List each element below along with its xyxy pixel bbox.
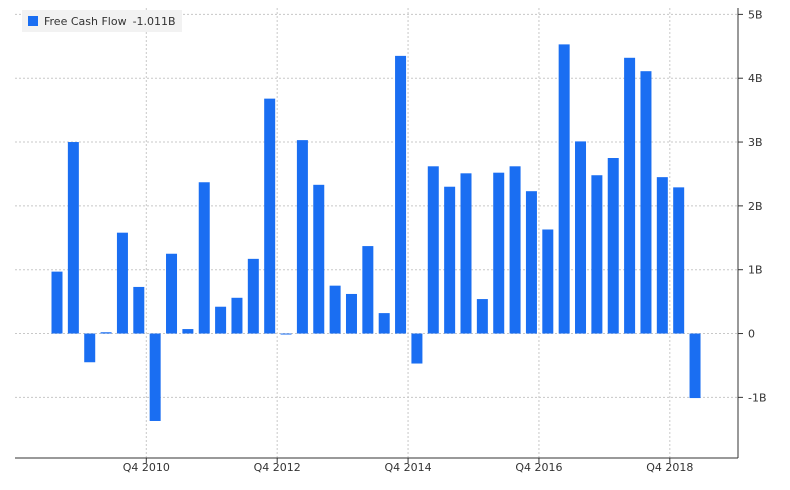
y-tick-label: 3B — [748, 136, 763, 149]
bar — [116, 232, 128, 334]
bar — [247, 258, 259, 334]
x-tick-label: Q4 2012 — [254, 461, 301, 474]
y-tick-label: 5B — [748, 8, 763, 21]
bar — [51, 271, 63, 334]
bar — [411, 333, 423, 364]
bar — [100, 332, 112, 334]
bar — [591, 175, 603, 334]
bars — [51, 44, 701, 421]
bar — [575, 141, 587, 334]
bar — [231, 297, 243, 334]
bar — [296, 140, 308, 334]
bar — [345, 293, 357, 334]
bar — [329, 285, 341, 334]
bar — [395, 55, 407, 334]
bar — [280, 333, 292, 335]
x-tick-label: Q4 2018 — [646, 461, 693, 474]
bar — [460, 173, 472, 334]
bar — [476, 299, 488, 334]
bar — [542, 229, 554, 334]
bar — [84, 333, 96, 363]
legend-series-value: -1.011B — [132, 14, 176, 28]
y-tick-label: 2B — [748, 200, 763, 213]
bar — [427, 166, 439, 334]
bar — [624, 57, 636, 334]
x-tick-label: Q4 2016 — [515, 461, 562, 474]
bar — [133, 286, 145, 334]
x-tick-label: Q4 2014 — [384, 461, 431, 474]
bar — [264, 98, 276, 334]
y-tick-label: 4B — [748, 72, 763, 85]
bar — [656, 177, 668, 334]
bar — [378, 313, 390, 334]
bar — [182, 329, 194, 334]
y-tick-label: 0 — [748, 328, 755, 341]
axes: -1B 0 1B 2B 3B 4B 5B Q4 2010 Q4 2012 Q4 2014 Q4 20… — [15, 8, 767, 474]
bar — [558, 44, 570, 334]
bar — [689, 333, 701, 399]
bar — [607, 158, 619, 334]
y-tick-label: -1B — [748, 391, 767, 404]
bar — [444, 186, 456, 334]
bar — [313, 184, 325, 334]
bar — [215, 306, 227, 334]
legend: Free Cash Flow -1.011B — [22, 10, 182, 32]
y-tick-label: 1B — [748, 264, 763, 277]
x-tick-label: Q4 2010 — [123, 461, 170, 474]
bar — [362, 246, 374, 334]
bar — [525, 191, 537, 334]
bar — [149, 333, 161, 421]
bar — [67, 142, 79, 334]
bar — [198, 182, 210, 334]
legend-series-name: Free Cash Flow — [44, 14, 127, 28]
bar — [166, 253, 178, 334]
bar — [673, 187, 685, 334]
legend-swatch — [28, 16, 38, 26]
bar — [509, 166, 521, 334]
bar — [493, 172, 505, 334]
bar — [640, 71, 652, 334]
